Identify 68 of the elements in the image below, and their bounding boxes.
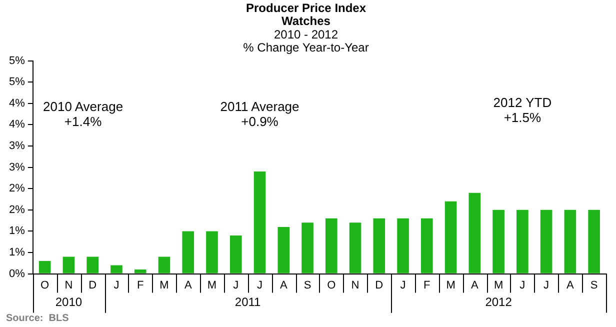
bar <box>588 210 600 274</box>
bar <box>206 231 218 274</box>
bar <box>325 218 338 274</box>
x-tick-label: F <box>424 279 431 292</box>
y-tick-label: 3% <box>8 161 26 174</box>
y-tick-label: 5% <box>8 76 26 88</box>
annotation: 2012 YTD +1.5% <box>493 94 552 125</box>
bar <box>349 222 362 274</box>
bar <box>492 210 504 274</box>
x-tick-label: M <box>207 279 217 292</box>
annotation: 2011 Average +0.9% <box>220 99 300 130</box>
y-tick-label: 2% <box>8 204 26 216</box>
annotation: 2010 Average +1.4% <box>43 99 124 130</box>
y-tick-label: 3% <box>8 140 26 152</box>
bar <box>62 256 75 274</box>
x-tick-label: D <box>375 279 384 292</box>
bar <box>373 218 386 274</box>
y-tick-label: 1% <box>8 246 26 259</box>
text: 2012 <box>485 295 512 310</box>
x-tick-label: A <box>566 279 575 292</box>
bar <box>110 265 122 274</box>
text: 2010 <box>55 295 82 310</box>
x-tick-label: M <box>494 279 504 292</box>
bar <box>38 261 51 274</box>
bar <box>278 226 290 274</box>
bar <box>158 256 170 274</box>
y-tick-label: 1% <box>8 225 26 238</box>
x-tick-label: N <box>64 279 73 292</box>
bar <box>468 192 481 274</box>
x-tick-label: M <box>446 279 456 292</box>
x-tick-label: J <box>257 279 262 292</box>
bar <box>420 218 433 274</box>
x-tick-label: J <box>114 279 120 292</box>
x-tick-label: O <box>40 279 50 292</box>
bar <box>302 222 314 274</box>
x-tick-label: A <box>280 279 288 292</box>
bar <box>134 270 146 274</box>
bar <box>540 210 552 274</box>
chart-title: Producer Price Index Watches <box>246 0 366 28</box>
x-tick-label: J <box>233 279 239 292</box>
y-tick-label: 2% <box>8 182 26 195</box>
text: 2011 <box>234 295 262 310</box>
chart-subtitle: 2010 - 2012 % Change Year-to-Year <box>243 27 369 55</box>
bar <box>564 210 576 274</box>
y-tick-label: 4% <box>8 97 26 110</box>
y-tick-label: 4% <box>8 118 26 131</box>
x-tick-label: M <box>160 279 169 292</box>
bar <box>230 235 242 274</box>
x-tick-label: D <box>88 279 97 292</box>
bar <box>516 210 528 274</box>
x-tick-label: J <box>520 279 526 292</box>
x-tick-label: O <box>327 279 336 292</box>
x-tick-label: A <box>184 279 192 292</box>
x-tick-label: J <box>544 279 550 292</box>
y-tick-label: 0% <box>8 268 26 280</box>
x-tick-label: A <box>470 279 479 292</box>
x-tick-label: J <box>400 279 406 292</box>
bar <box>254 172 266 274</box>
x-tick-label: N <box>351 279 360 292</box>
bar <box>182 231 194 274</box>
source-note: Source: BLS <box>6 312 70 324</box>
bar <box>86 256 99 274</box>
bar <box>397 218 409 274</box>
y-tick-label: 5% <box>8 54 26 67</box>
x-tick-label: S <box>304 279 312 292</box>
bar <box>444 201 457 274</box>
x-tick-label: F <box>136 279 144 292</box>
x-tick-label: S <box>590 279 598 292</box>
